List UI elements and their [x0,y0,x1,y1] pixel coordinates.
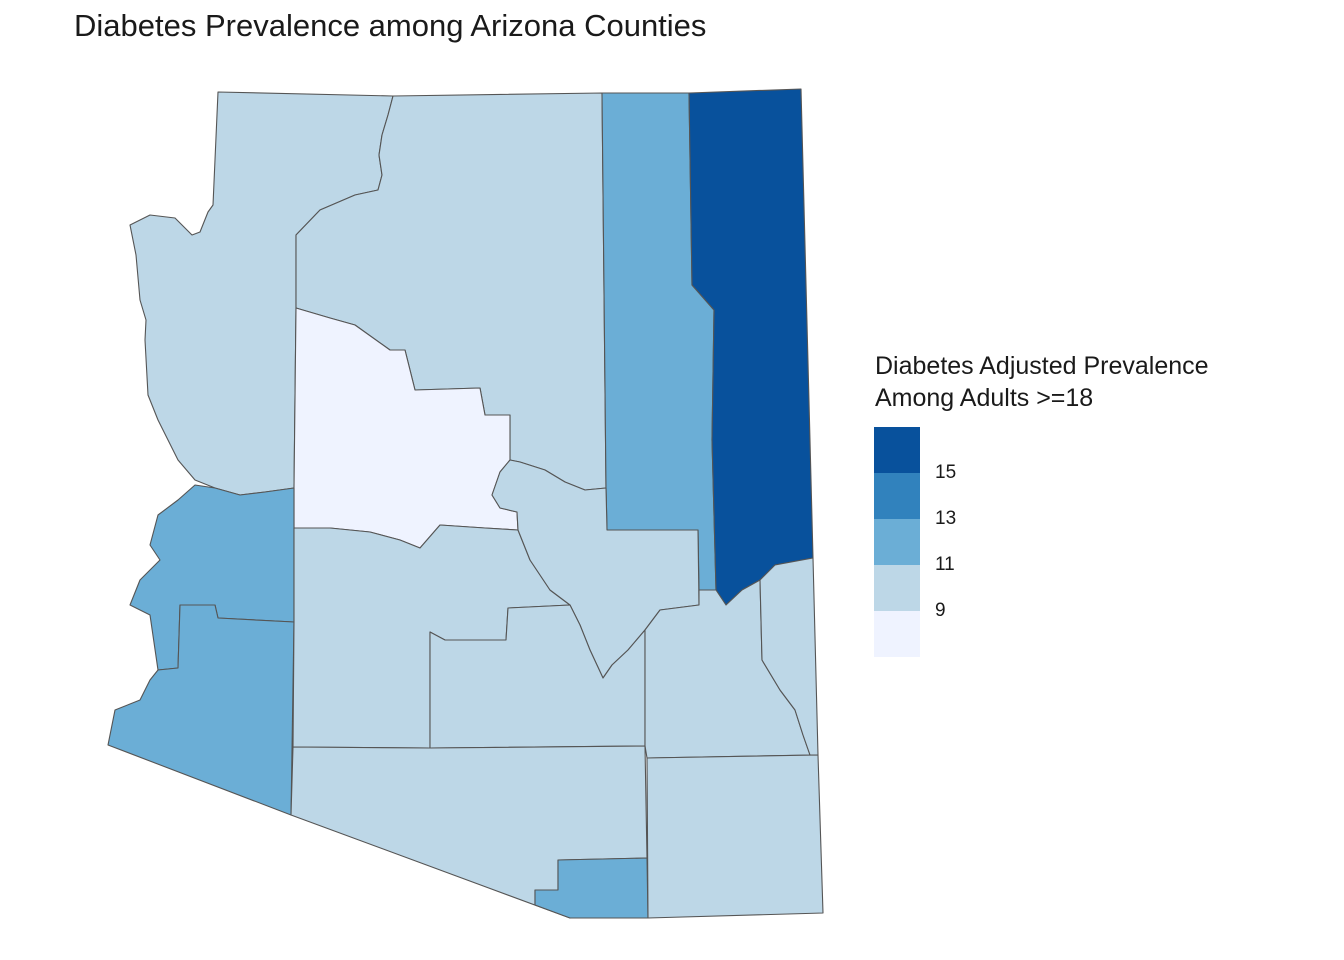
legend-key [874,519,920,565]
county-greenlee [759,557,819,756]
legend-key [874,473,920,519]
legend-key [874,611,920,657]
county-cochise [646,754,824,919]
legend-label: 11 [935,554,955,575]
map-title: Diabetes Prevalence among Arizona Counti… [74,8,707,43]
legend-title-line-1: Diabetes Adjusted Prevalence [875,352,1209,380]
county-yuma [107,604,295,816]
legend-title-line-2: Among Adults >=18 [875,384,1094,412]
legend-title: Diabetes Adjusted Prevalence Among Adult… [875,350,1209,414]
legend-label: 13 [935,508,957,529]
legend-key [874,427,920,473]
legend-label: 15 [935,462,957,483]
legend-color-keys [874,427,920,657]
legend-key [874,565,920,611]
legend-label: 9 [935,600,946,621]
